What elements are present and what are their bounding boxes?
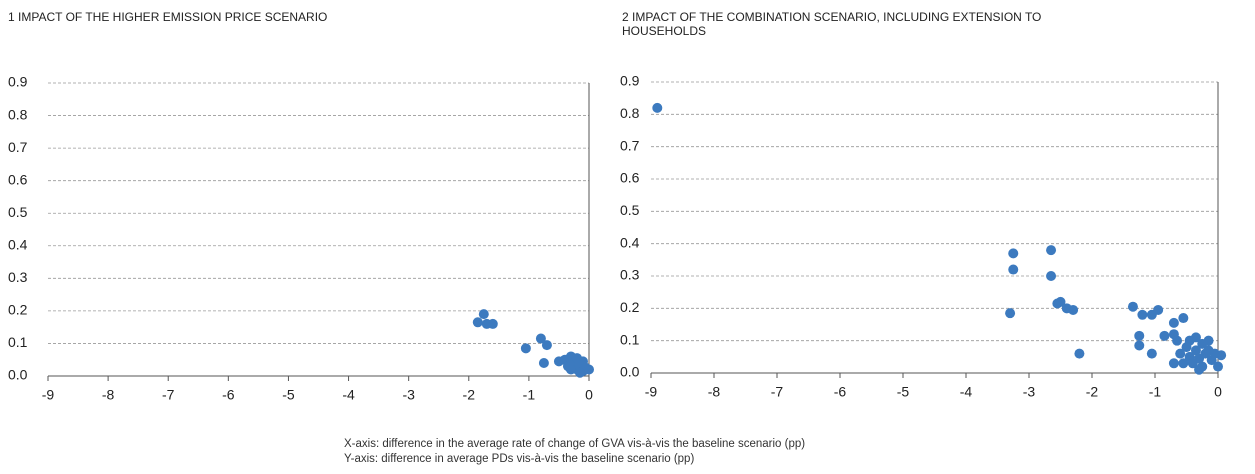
- x-tick-label: -7: [771, 384, 784, 400]
- point: [1178, 313, 1189, 324]
- x-tick-label: -8: [102, 387, 115, 403]
- point: [1134, 330, 1145, 341]
- x-tick-label: -6: [834, 384, 847, 400]
- point: [1203, 345, 1214, 356]
- point: [1172, 335, 1183, 346]
- point: [520, 343, 531, 354]
- chart-title: 2 IMPACT OF THE COMBINATION SCENARIO, IN…: [622, 10, 1042, 38]
- x-tick-label: -8: [708, 384, 721, 400]
- point: [1190, 345, 1201, 356]
- point: [1127, 301, 1138, 312]
- point: [1184, 335, 1195, 346]
- x-tick-label: -4: [960, 384, 973, 400]
- y-tick-label: 0.8: [8, 106, 28, 122]
- point: [1137, 309, 1148, 320]
- y-tick-label: 0.6: [620, 170, 640, 186]
- y-tick-label: 0.9: [8, 74, 28, 90]
- point: [478, 309, 489, 320]
- point: [1046, 245, 1057, 256]
- point: [1134, 340, 1145, 351]
- point: [1178, 358, 1189, 369]
- y-tick-label: 0.1: [8, 334, 28, 350]
- x-tick-label: -6: [222, 387, 235, 403]
- y-tick-label: 0.3: [8, 269, 28, 285]
- y-tick-label: 0.0: [620, 364, 640, 380]
- y-tick-label: 0.5: [620, 202, 640, 218]
- x-tick-label: -5: [897, 384, 910, 400]
- x-tick-label: 0: [1214, 384, 1222, 400]
- x-tick-label: -2: [463, 387, 476, 403]
- point: [541, 340, 552, 351]
- x-axis-note: X-axis: difference in the average rate o…: [344, 438, 806, 450]
- point: [472, 317, 483, 328]
- y-tick-label: 0.0: [8, 367, 28, 383]
- point: [652, 102, 663, 113]
- y-tick-label: 0.7: [620, 137, 640, 153]
- chart-title: 1 IMPACT OF THE HIGHER EMISSION PRICE SC…: [8, 10, 328, 24]
- point: [584, 364, 594, 375]
- y-tick-label: 0.4: [620, 234, 640, 250]
- y-tick-label: 0.5: [8, 204, 28, 220]
- point: [1175, 348, 1186, 359]
- y-tick-label: 0.4: [8, 236, 28, 252]
- y-tick-label: 0.7: [8, 139, 28, 155]
- point: [1046, 271, 1057, 281]
- point: [1168, 358, 1179, 369]
- x-tick-label: -9: [645, 384, 658, 400]
- y-tick-label: 0.9: [620, 73, 640, 89]
- point: [1213, 361, 1223, 372]
- point: [1203, 335, 1214, 346]
- x-tick-label: -1: [523, 387, 536, 403]
- point: [1168, 317, 1179, 328]
- point: [1068, 304, 1079, 315]
- point: [538, 357, 549, 368]
- y-tick-label: 0.8: [620, 105, 640, 121]
- point: [1008, 248, 1019, 259]
- x-tick-label: -2: [1086, 384, 1099, 400]
- y-axis-note: Y-axis: difference in average PDs vis-à-…: [344, 453, 695, 465]
- y-tick-label: 0.2: [620, 299, 640, 315]
- point: [1216, 350, 1227, 361]
- y-tick-label: 0.1: [620, 331, 640, 347]
- point: [1146, 348, 1157, 359]
- point: [1074, 348, 1085, 359]
- y-tick-label: 0.6: [8, 171, 28, 187]
- x-tick-label: -5: [282, 387, 295, 403]
- x-tick-label: -1: [1149, 384, 1162, 400]
- point: [1194, 364, 1205, 375]
- x-tick-label: -3: [1023, 384, 1036, 400]
- point: [1008, 264, 1019, 275]
- point: [1153, 304, 1164, 315]
- point: [1005, 308, 1016, 319]
- x-tick-label: -9: [42, 387, 55, 403]
- point: [487, 318, 498, 329]
- y-tick-label: 0.2: [8, 302, 28, 318]
- point: [1052, 298, 1063, 309]
- x-tick-label: -4: [342, 387, 355, 403]
- x-tick-label: 0: [585, 387, 593, 403]
- point: [535, 333, 546, 344]
- point: [1159, 330, 1170, 341]
- x-tick-label: -3: [402, 387, 415, 403]
- y-tick-label: 0.3: [620, 267, 640, 283]
- point: [565, 364, 576, 375]
- x-tick-label: -7: [162, 387, 175, 403]
- point: [574, 367, 585, 378]
